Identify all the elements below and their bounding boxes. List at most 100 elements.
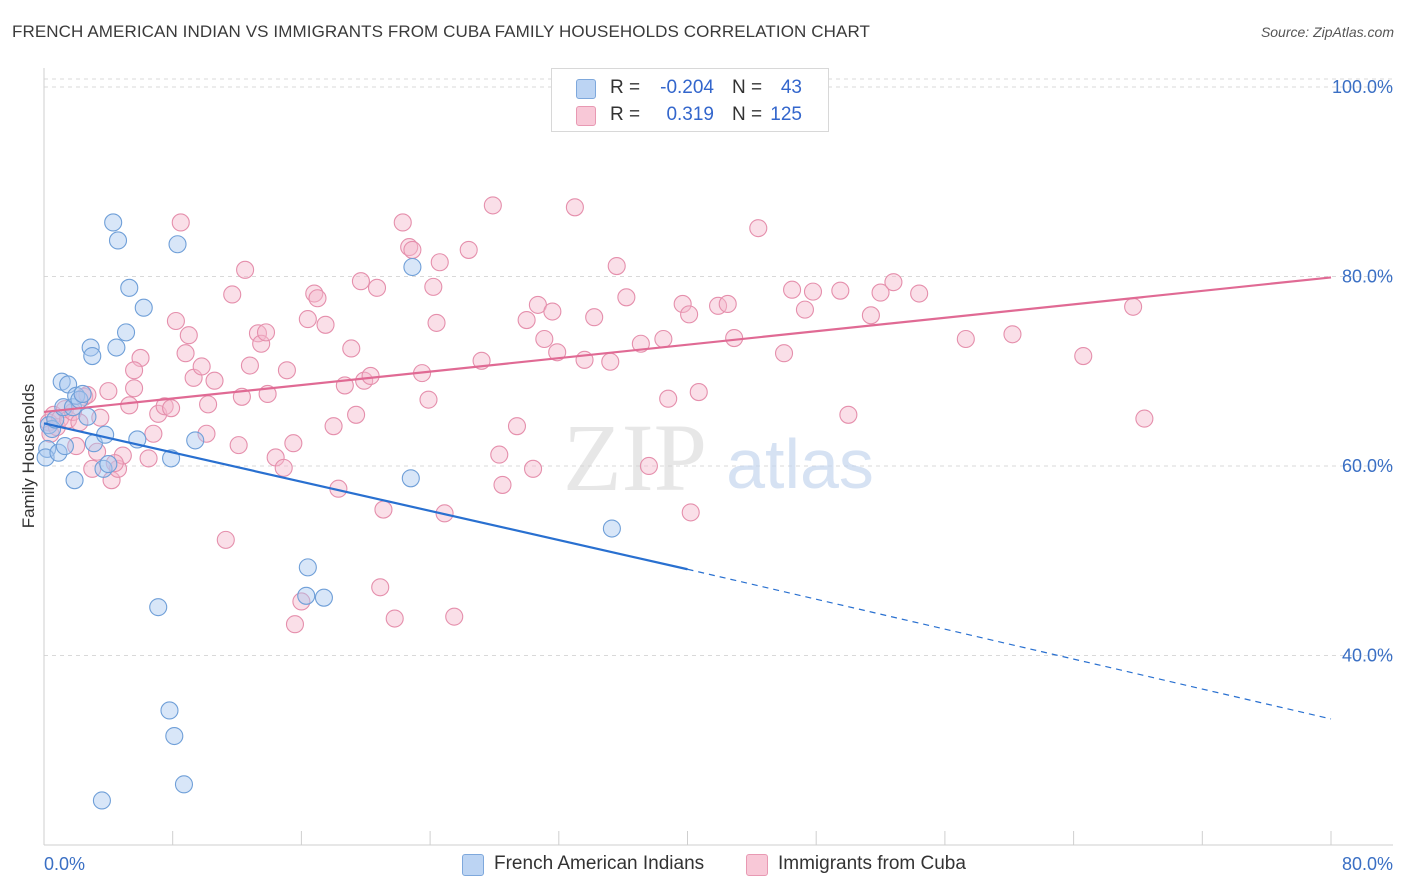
point-french-american-indians <box>149 598 168 617</box>
point-immigrants-from-cuba <box>956 329 975 349</box>
point-immigrants-from-cuba <box>430 253 449 272</box>
point-immigrants-from-cuba <box>374 500 393 519</box>
point-immigrants-from-cuba <box>347 405 366 424</box>
trend-line-french-american-indians <box>43 422 688 571</box>
y-tick-label: 100.0% <box>1332 77 1393 97</box>
point-french-american-indians <box>401 469 420 488</box>
legend-n-value: 125 <box>770 104 802 125</box>
point-french-american-indians <box>96 425 115 444</box>
bottom-legend-swatch-blue <box>462 854 484 876</box>
point-immigrants-from-cuba <box>292 592 311 611</box>
point-immigrants-from-cuba <box>795 300 814 319</box>
point-french-american-indians <box>99 455 118 474</box>
point-immigrants-from-cuba <box>216 530 235 549</box>
point-immigrants-from-cuba <box>176 344 195 363</box>
legend-row-french-american-indians: R = -0.204 N = 43 <box>552 75 828 101</box>
point-immigrants-from-cuba <box>424 277 443 296</box>
legend-swatch-blue <box>576 79 596 99</box>
point-immigrants-from-cuba <box>403 240 422 259</box>
point-immigrants-from-cuba <box>718 294 737 313</box>
point-french-american-indians <box>314 588 333 607</box>
point-immigrants-from-cuba <box>197 424 216 443</box>
point-immigrants-from-cuba <box>783 280 802 299</box>
point-immigrants-from-cuba <box>565 198 584 217</box>
point-immigrants-from-cuba <box>285 615 305 634</box>
y-tick-label: 80.0% <box>1342 266 1393 286</box>
point-immigrants-from-cuba <box>607 256 626 276</box>
x-tick-label: 0.0% <box>44 854 85 874</box>
trend-line-dashed-french-american-indians <box>687 568 1332 720</box>
point-immigrants-from-cuba <box>385 609 404 628</box>
point-french-american-indians <box>168 235 187 254</box>
point-immigrants-from-cuba <box>192 357 211 376</box>
point-immigrants-from-cuba <box>673 294 692 313</box>
watermark-zip: ZIP <box>563 404 707 511</box>
point-immigrants-from-cuba <box>910 284 929 303</box>
point-immigrants-from-cuba <box>631 334 650 353</box>
point-immigrants-from-cuba <box>125 379 144 398</box>
tick-labels: 100.0% 80.0% 60.0% 40.0% 0.0% 80.0% <box>44 77 1393 874</box>
point-immigrants-from-cuba <box>284 434 303 453</box>
correlation-legend: R = -0.204 N = 43 R = 0.319 N = 125 <box>551 68 829 132</box>
point-immigrants-from-cuba <box>199 395 218 414</box>
point-immigrants-from-cuba <box>507 417 527 436</box>
point-immigrants-from-cuba <box>91 408 110 427</box>
point-immigrants-from-cuba <box>1135 409 1154 428</box>
point-french-american-indians <box>134 298 153 317</box>
point-immigrants-from-cuba <box>139 449 158 468</box>
point-immigrants-from-cuba <box>120 396 139 415</box>
point-immigrants-from-cuba <box>371 578 390 597</box>
point-immigrants-from-cuba <box>601 352 620 371</box>
legend-r-value: 0.319 <box>666 104 714 125</box>
point-immigrants-from-cuba <box>483 196 502 215</box>
point-immigrants-from-cuba <box>1003 325 1022 344</box>
point-immigrants-from-cuba <box>125 361 144 380</box>
y-tick-label: 40.0% <box>1342 645 1393 665</box>
trend-lines <box>43 276 1332 720</box>
point-immigrants-from-cuba <box>493 475 512 494</box>
y-tick-label: 60.0% <box>1342 456 1393 476</box>
point-immigrants-from-cuba <box>524 459 543 478</box>
point-immigrants-from-cuba <box>445 607 464 626</box>
point-french-american-indians <box>298 558 317 577</box>
bottom-legend-label: Immigrants from Cuba <box>778 853 966 874</box>
legend-n-label: N = <box>732 77 763 98</box>
point-immigrants-from-cuba <box>256 323 276 342</box>
point-immigrants-from-cuba <box>749 219 768 238</box>
point-immigrants-from-cuba <box>324 417 343 436</box>
point-french-american-indians <box>160 701 179 720</box>
point-immigrants-from-cuba <box>535 329 554 349</box>
point-immigrants-from-cuba <box>490 445 509 464</box>
y-axis-label: Family Households <box>19 383 38 529</box>
point-immigrants-from-cuba <box>105 454 124 473</box>
point-immigrants-from-cuba <box>681 503 700 522</box>
point-immigrants-from-cuba <box>361 366 380 386</box>
point-immigrants-from-cuba <box>277 361 296 380</box>
chart-title: FRENCH AMERICAN INDIAN VS IMMIGRANTS FRO… <box>12 22 870 41</box>
point-immigrants-from-cuba <box>585 308 604 327</box>
bottom-legend-label: French American Indians <box>494 853 705 874</box>
point-french-american-indians <box>49 443 68 462</box>
point-immigrants-from-cuba <box>659 389 678 408</box>
point-immigrants-from-cuba <box>861 306 880 325</box>
point-immigrants-from-cuba <box>155 397 174 416</box>
point-french-american-indians <box>120 278 139 297</box>
point-french-american-indians <box>602 519 621 538</box>
point-immigrants-from-cuba <box>884 273 903 292</box>
axes <box>43 68 1393 846</box>
point-immigrants-from-cuba <box>166 311 185 331</box>
point-french-american-indians <box>174 775 194 794</box>
point-immigrants-from-cuba <box>236 260 255 279</box>
point-immigrants-from-cuba <box>144 424 163 443</box>
watermark-atlas: atlas <box>726 425 874 503</box>
point-immigrants-from-cuba <box>617 288 636 307</box>
point-french-american-indians <box>108 231 128 250</box>
point-french-american-indians <box>186 431 205 450</box>
trend-line-immigrants-from-cuba <box>43 276 1332 414</box>
point-immigrants-from-cuba <box>680 305 699 324</box>
point-immigrants-from-cuba <box>205 371 224 390</box>
point-immigrants-from-cuba <box>274 458 293 477</box>
point-immigrants-from-cuba <box>229 436 248 455</box>
point-immigrants-from-cuba <box>1124 297 1143 316</box>
point-immigrants-from-cuba <box>342 339 361 358</box>
